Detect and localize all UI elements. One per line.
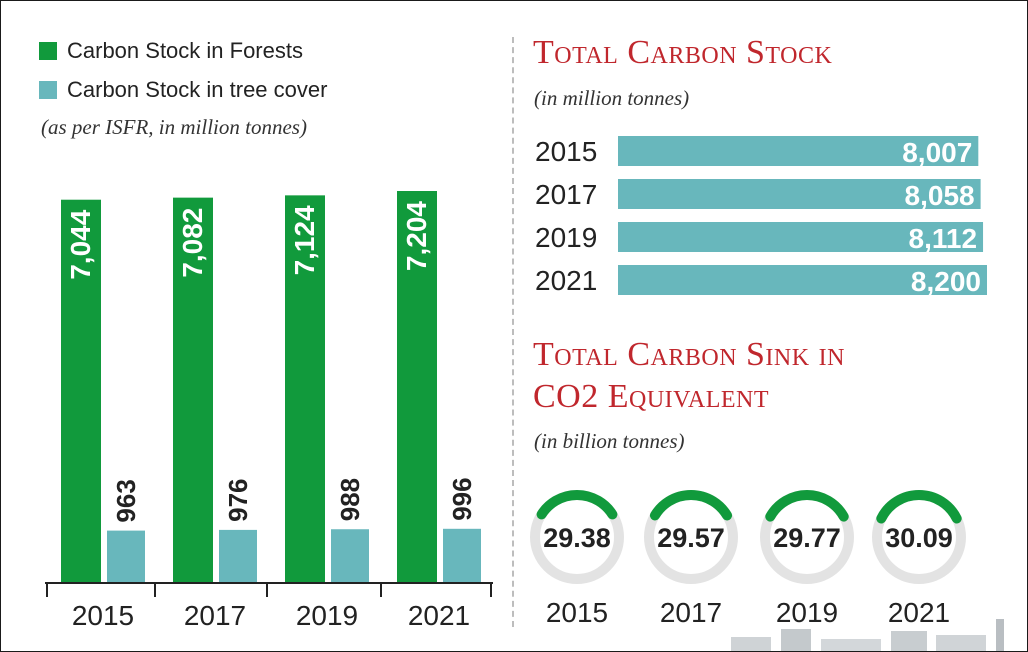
y-category-label: 2019 xyxy=(535,222,597,253)
stock-title: Total Carbon Stock xyxy=(533,34,833,71)
stock-unit-note: (in million tonnes) xyxy=(534,86,690,110)
stock-value-label: 8,007 xyxy=(902,137,972,168)
tree-cover-bar xyxy=(107,530,145,583)
tree-value-label: 963 xyxy=(111,479,141,522)
x-tick-label: 2017 xyxy=(184,600,246,631)
gauge-year-label: 2021 xyxy=(888,597,950,628)
gauge-chart: 29.38 2015 29.57 2017 29.77 2019 30.09 2021 xyxy=(530,490,966,628)
gauge-value-label: 29.77 xyxy=(773,523,841,553)
stock-bar xyxy=(618,179,981,209)
gauge-value-label: 30.09 xyxy=(885,523,953,553)
forest-bar xyxy=(173,197,213,583)
legend-forest-swatch xyxy=(39,42,57,60)
tree-cover-bar xyxy=(331,529,369,583)
gauge-arc xyxy=(649,490,733,521)
sink-title-line1: Total Carbon Sink in xyxy=(533,336,845,373)
y-category-label: 2015 xyxy=(535,136,597,167)
tree-value-label: 996 xyxy=(447,477,477,520)
sink-unit-note: (in billion tonnes) xyxy=(534,429,685,453)
forest-bar xyxy=(397,191,437,583)
gauge-year-label: 2019 xyxy=(776,597,838,628)
forest-value-label: 7,082 xyxy=(177,208,208,278)
gauge-year-label: 2015 xyxy=(546,597,608,628)
gauge-arc xyxy=(765,490,849,522)
forest-value-label: 7,204 xyxy=(401,201,432,271)
forest-bar xyxy=(285,195,325,583)
legend-tree-label: Carbon Stock in tree cover xyxy=(67,77,328,102)
gauge-value-label: 29.57 xyxy=(657,523,725,553)
legend-forest-label: Carbon Stock in Forests xyxy=(67,38,303,63)
horizontal-bar-chart: 2015 8,007 2017 8,058 2019 8,112 2021 8,200 xyxy=(535,136,987,297)
tree-value-label: 988 xyxy=(335,478,365,521)
background-skyline xyxy=(731,619,1004,651)
gauge-year-label: 2017 xyxy=(660,597,722,628)
stock-bar xyxy=(618,136,979,166)
stock-bar xyxy=(618,222,984,252)
y-category-label: 2021 xyxy=(535,265,597,296)
stock-value-label: 8,058 xyxy=(905,180,975,211)
forest-bar xyxy=(61,199,101,583)
legend-forest: Carbon Stock in Forests xyxy=(39,38,303,64)
tree-cover-bar xyxy=(443,528,481,583)
gauge-value-label: 29.38 xyxy=(543,523,611,553)
stock-value-label: 8,200 xyxy=(911,266,981,297)
divider xyxy=(512,37,514,627)
x-tick-label: 2015 xyxy=(72,600,134,631)
left-unit-note: (as per ISFR, in million tonnes) xyxy=(41,115,307,139)
legend-tree: Carbon Stock in tree cover xyxy=(39,77,327,103)
grouped-bar-chart: 7,044 963 2015 7,082 976 2017 7,124 988 2019 7,20… xyxy=(45,191,493,631)
stock-bar xyxy=(618,265,987,295)
sink-title-line2: CO2 Equivalent xyxy=(533,378,770,415)
tree-value-label: 976 xyxy=(223,479,253,522)
legend-tree-swatch xyxy=(39,81,57,99)
x-tick-label: 2019 xyxy=(296,600,358,631)
gauge-arc xyxy=(536,490,618,520)
y-category-label: 2017 xyxy=(535,179,597,210)
x-tick-label: 2021 xyxy=(408,600,470,631)
forest-value-label: 7,044 xyxy=(65,209,96,279)
gauge-arc xyxy=(876,490,962,524)
tree-cover-bar xyxy=(219,529,257,583)
forest-value-label: 7,124 xyxy=(289,205,320,275)
stock-value-label: 8,112 xyxy=(909,223,978,254)
